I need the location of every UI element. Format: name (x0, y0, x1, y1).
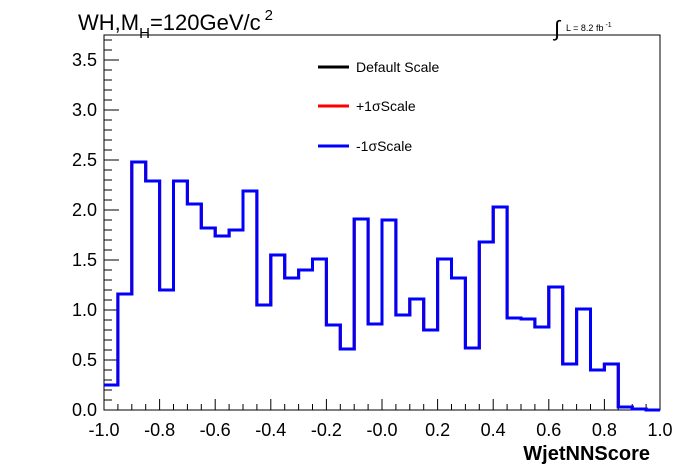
x-tick-label: -0.0 (366, 420, 397, 440)
lumi-text: L = 8.2 fb (566, 23, 603, 33)
y-tick-label: 3.0 (72, 100, 97, 120)
y-tick-label: 0.5 (72, 350, 97, 370)
legend-label-minus1sigma: -1σScale (356, 138, 412, 154)
x-tick-label: 0.4 (481, 420, 506, 440)
x-axis: -1.0 -0.8 -0.6 -0.4 -0.2 -0.0 0.2 0.4 0.6 0.8 1.0 (88, 399, 673, 440)
title-rest: =120GeV/c (150, 10, 261, 35)
lumi-integral-icon: ∫ (552, 16, 562, 41)
x-tick-label: -1.0 (88, 420, 119, 440)
y-tick-label: 0.0 (72, 400, 97, 420)
title-subscript: H (139, 25, 150, 42)
legend: Default Scale +1σScale -1σScale (318, 59, 439, 154)
y-tick-label: 3.5 (72, 50, 97, 70)
x-axis-label: WjetNNScore (523, 443, 650, 465)
y-axis: 0.0 0.5 1.0 1.5 2.0 2.5 3.0 3.5 (72, 39, 119, 420)
legend-label-default: Default Scale (356, 59, 439, 75)
series-line-2 (104, 160, 660, 412)
x-tick-label: -0.8 (144, 420, 175, 440)
y-tick-label: 1.0 (72, 300, 97, 320)
chart-title: WH,MH=120GeV/c 2 (78, 7, 273, 42)
series-layer (104, 160, 660, 412)
lumi-label: L = 8.2 fb -1 (566, 22, 612, 33)
y-tick-label: 2.0 (72, 200, 97, 220)
x-tick-label: 0.8 (592, 420, 617, 440)
x-tick-label: -0.4 (255, 420, 286, 440)
x-tick-label: -0.6 (200, 420, 231, 440)
x-tick-label: -0.2 (311, 420, 342, 440)
y-tick-label: 1.5 (72, 250, 97, 270)
title-main: WH,M (78, 10, 139, 35)
y-tick-label: 2.5 (72, 150, 97, 170)
x-tick-label: 1.0 (647, 420, 672, 440)
legend-label-plus1sigma: +1σScale (356, 98, 416, 114)
lumi-superscript: -1 (605, 22, 611, 29)
title-superscript: 2 (265, 7, 273, 24)
x-tick-label: 0.6 (536, 420, 561, 440)
x-tick-label: 0.2 (425, 420, 450, 440)
